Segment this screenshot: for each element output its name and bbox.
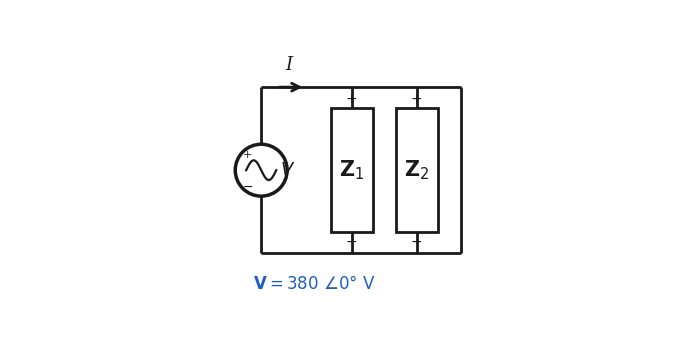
Text: V: V xyxy=(281,161,293,179)
Text: +: + xyxy=(243,150,252,160)
Bar xyxy=(396,108,438,233)
Text: −: − xyxy=(411,235,422,249)
Text: I: I xyxy=(285,56,292,74)
Text: +: + xyxy=(346,92,358,106)
Text: $\mathbf{Z}_1$: $\mathbf{Z}_1$ xyxy=(339,158,365,182)
Bar xyxy=(331,108,373,233)
Text: −: − xyxy=(346,235,358,249)
Text: +: + xyxy=(411,92,422,106)
Text: −: − xyxy=(243,181,253,193)
Text: $\mathbf{V}=380\ \angle 0°\ \mathrm{V}$: $\mathbf{V}=380\ \angle 0°\ \mathrm{V}$ xyxy=(254,275,376,294)
Text: $\mathbf{Z}_2$: $\mathbf{Z}_2$ xyxy=(404,158,429,182)
